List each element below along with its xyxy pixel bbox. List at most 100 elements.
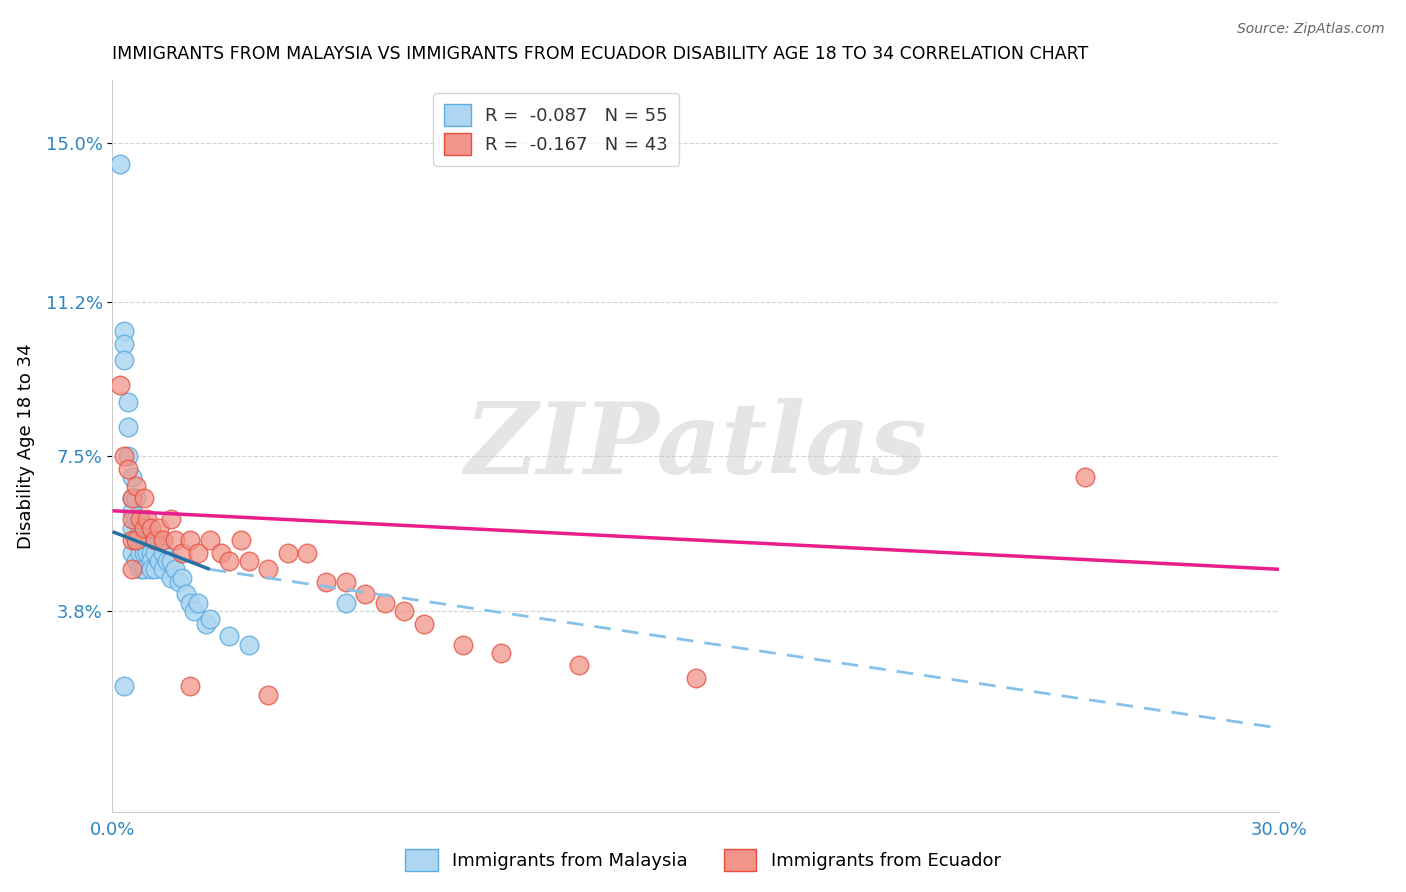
Point	[128, 512, 150, 526]
Point	[374, 596, 396, 610]
Point	[141, 545, 163, 559]
Point	[136, 520, 159, 534]
Point	[125, 479, 148, 493]
Point	[179, 596, 201, 610]
Point	[160, 554, 183, 568]
Point	[128, 545, 150, 559]
Point	[148, 533, 170, 547]
Point	[128, 520, 150, 534]
Point	[125, 533, 148, 547]
Point	[128, 512, 150, 526]
Point	[335, 596, 357, 610]
Point	[132, 520, 155, 534]
Point	[257, 562, 280, 576]
Point	[121, 504, 143, 518]
Point	[136, 512, 159, 526]
Point	[218, 629, 240, 643]
Point	[143, 533, 166, 547]
Point	[148, 554, 170, 568]
Point	[121, 512, 143, 526]
Point	[136, 533, 159, 547]
Point	[125, 554, 148, 568]
Point	[121, 562, 143, 576]
Point	[276, 545, 298, 559]
Legend: R =  -0.087   N = 55, R =  -0.167   N = 43: R = -0.087 N = 55, R = -0.167 N = 43	[433, 93, 679, 166]
Point	[121, 545, 143, 559]
Point	[141, 520, 163, 534]
Point	[335, 574, 357, 589]
Point	[394, 604, 416, 618]
Point	[167, 574, 190, 589]
Point	[110, 378, 132, 392]
Point	[117, 395, 139, 409]
Point	[1074, 470, 1097, 484]
Point	[156, 554, 179, 568]
Text: IMMIGRANTS FROM MALAYSIA VS IMMIGRANTS FROM ECUADOR DISABILITY AGE 18 TO 34 CORR: IMMIGRANTS FROM MALAYSIA VS IMMIGRANTS F…	[112, 45, 1088, 63]
Point	[112, 679, 135, 693]
Point	[194, 616, 217, 631]
Point	[176, 587, 198, 601]
Point	[132, 491, 155, 506]
Point	[451, 638, 474, 652]
Legend: Immigrants from Malaysia, Immigrants from Ecuador: Immigrants from Malaysia, Immigrants fro…	[398, 842, 1008, 879]
Point	[412, 616, 434, 631]
Point	[132, 545, 155, 559]
Point	[354, 587, 377, 601]
Point	[128, 562, 150, 576]
Y-axis label: Disability Age 18 to 34: Disability Age 18 to 34	[17, 343, 35, 549]
Point	[198, 533, 221, 547]
Point	[112, 450, 135, 464]
Point	[110, 157, 132, 171]
Point	[198, 612, 221, 626]
Point	[112, 324, 135, 338]
Point	[125, 512, 148, 526]
Point	[117, 420, 139, 434]
Point	[218, 554, 240, 568]
Point	[172, 571, 194, 585]
Point	[121, 533, 143, 547]
Point	[132, 520, 155, 534]
Point	[132, 562, 155, 576]
Point	[229, 533, 252, 547]
Point	[121, 491, 143, 506]
Point	[187, 545, 209, 559]
Point	[117, 462, 139, 476]
Point	[187, 596, 209, 610]
Point	[136, 545, 159, 559]
Point	[160, 512, 183, 526]
Point	[238, 554, 260, 568]
Point	[257, 688, 280, 702]
Point	[152, 562, 174, 576]
Point	[125, 491, 148, 506]
Point	[125, 533, 148, 547]
Point	[143, 562, 166, 576]
Text: Source: ZipAtlas.com: Source: ZipAtlas.com	[1237, 22, 1385, 37]
Point	[295, 545, 318, 559]
Point	[143, 545, 166, 559]
Point	[163, 562, 186, 576]
Point	[128, 533, 150, 547]
Point	[112, 353, 135, 368]
Point	[141, 533, 163, 547]
Point	[143, 533, 166, 547]
Point	[121, 520, 143, 534]
Point	[179, 533, 201, 547]
Point	[121, 470, 143, 484]
Point	[141, 554, 163, 568]
Text: ZIPatlas: ZIPatlas	[465, 398, 927, 494]
Point	[121, 491, 143, 506]
Point	[152, 533, 174, 547]
Point	[568, 658, 591, 673]
Point	[685, 671, 707, 685]
Point	[163, 533, 186, 547]
Point	[152, 545, 174, 559]
Point	[238, 638, 260, 652]
Point	[117, 450, 139, 464]
Point	[491, 646, 513, 660]
Point	[132, 533, 155, 547]
Point	[148, 520, 170, 534]
Point	[160, 571, 183, 585]
Point	[172, 545, 194, 559]
Point	[141, 562, 163, 576]
Point	[112, 336, 135, 351]
